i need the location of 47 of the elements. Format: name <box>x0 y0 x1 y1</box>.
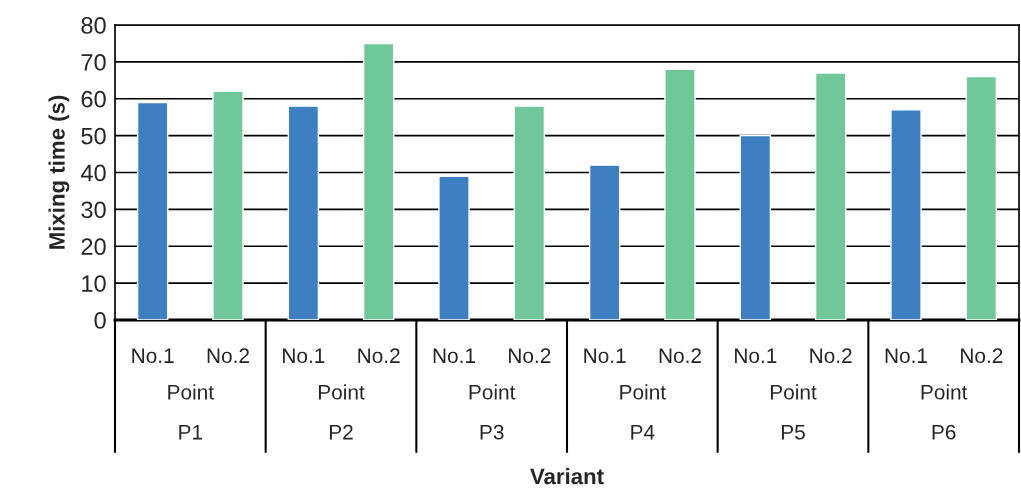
bar <box>212 90 244 320</box>
x-axis-title: Variant <box>530 468 604 485</box>
y-tick-label: 50 <box>81 127 106 145</box>
text: P2 <box>329 424 353 440</box>
y-tick-label: 80 <box>81 17 106 34</box>
bar <box>513 105 546 320</box>
bar <box>890 109 922 320</box>
y-axis-title: Mixing time (s) <box>48 95 70 249</box>
text: P6 <box>932 424 956 440</box>
x-tick-label: No.2 <box>509 348 551 364</box>
x-tick-label: No.1 <box>584 348 626 364</box>
y-tick-label: 40 <box>80 164 106 182</box>
text: Point <box>770 384 817 400</box>
text: Point <box>921 384 968 400</box>
bar <box>588 164 621 320</box>
text: P1 <box>179 425 203 440</box>
bar <box>136 101 169 320</box>
y-tick-label: 70 <box>81 53 106 71</box>
x-tick-label: No.1 <box>283 348 325 364</box>
x-tick-label: No.1 <box>433 348 475 364</box>
bar <box>438 175 470 320</box>
text: Point <box>318 384 365 400</box>
text: P3 <box>480 424 504 440</box>
text: Point <box>620 384 666 400</box>
bar <box>965 75 998 320</box>
x-tick-label: No.2 <box>358 348 400 364</box>
x-tick-label: No.1 <box>885 348 927 364</box>
bar <box>739 134 772 320</box>
bar <box>287 105 320 320</box>
y-tick-label: 10 <box>82 275 106 292</box>
bar <box>362 42 395 320</box>
x-tick-label: No.2 <box>207 348 249 364</box>
x-tick-label: No.1 <box>735 348 777 364</box>
x-tick-label: No.2 <box>961 348 1003 364</box>
text: P4 <box>631 425 655 440</box>
text: Point <box>469 384 516 400</box>
x-tick-label: No.2 <box>659 348 701 364</box>
y-tick-label: 0 <box>94 312 106 329</box>
y-tick-label: 20 <box>81 238 106 256</box>
bar <box>664 68 696 320</box>
text: Point <box>168 384 214 400</box>
bar <box>814 72 847 320</box>
x-tick-label: No.1 <box>132 348 174 364</box>
y-tick-label: 60 <box>81 90 106 108</box>
text: P5 <box>781 425 805 440</box>
y-tick-label: 30 <box>81 201 106 219</box>
x-tick-label: No.2 <box>810 348 852 364</box>
